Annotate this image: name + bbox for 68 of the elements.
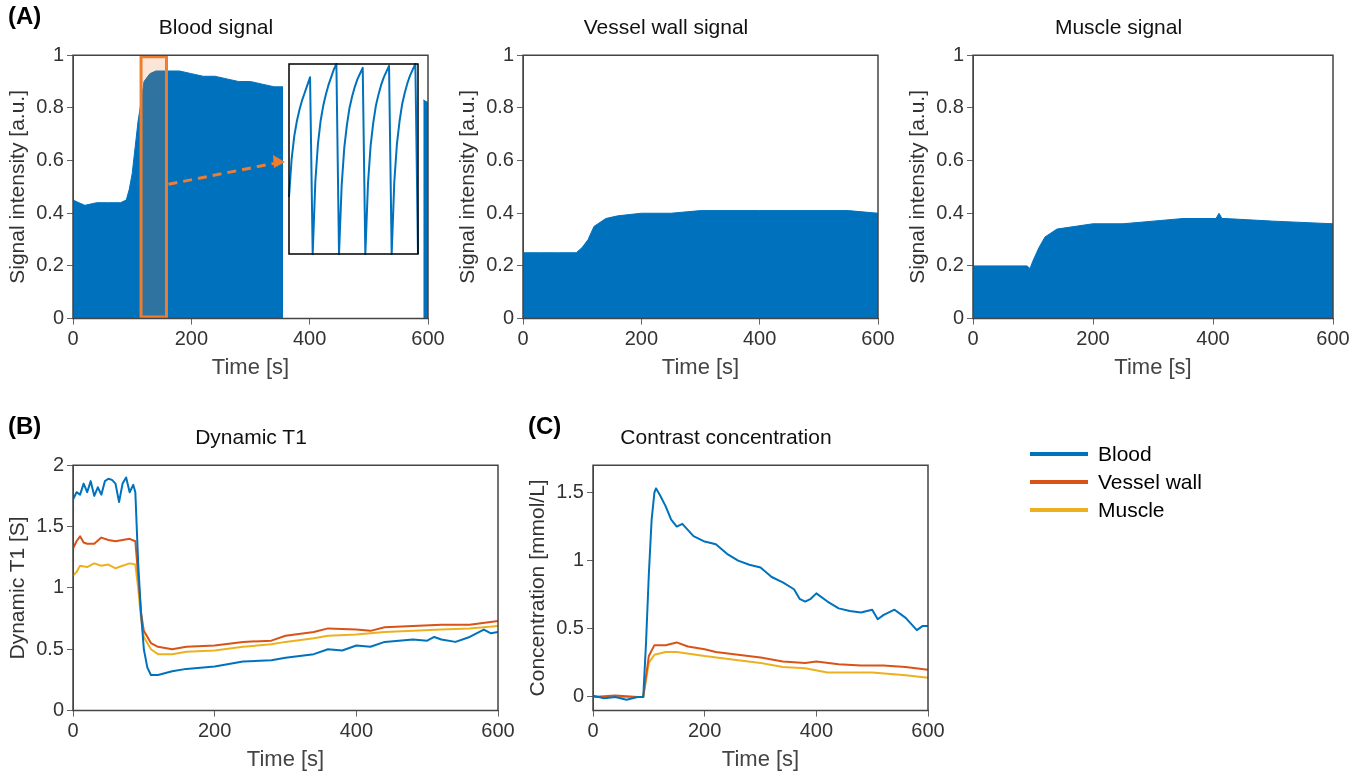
x-tick-label: 400 xyxy=(742,327,777,350)
x-tick-label: 200 xyxy=(174,327,209,350)
chart-title: Contrast concentration xyxy=(620,425,832,449)
chart-title: Blood signal xyxy=(158,15,274,39)
x-tick-label: 200 xyxy=(197,719,232,742)
y-tick-label: 0.4 xyxy=(936,200,964,223)
x-tick-label: 600 xyxy=(861,327,895,350)
text: (C) xyxy=(528,412,562,440)
chart-title: Vessel wall signal xyxy=(583,15,749,39)
x-tick-label: 600 xyxy=(481,719,515,742)
y-tick-label: 2 xyxy=(52,452,64,475)
y-axis-title: Concentration [mmol/L] xyxy=(525,479,549,697)
y-tick-label: 0.5 xyxy=(36,636,64,659)
x-tick-label: 400 xyxy=(799,719,834,742)
text: (B) xyxy=(8,412,42,440)
y-tick-label: 0 xyxy=(52,698,64,721)
x-tick-label: 600 xyxy=(911,719,945,742)
x-tick-label: 200 xyxy=(1076,327,1110,350)
y-tick-label: 0.6 xyxy=(486,148,514,171)
y-tick-label: 0.6 xyxy=(36,148,64,171)
y-tick-label: 0 xyxy=(572,684,584,707)
x-tick-label: 400 xyxy=(339,719,374,742)
x-tick-label: 0 xyxy=(67,327,79,350)
text: (A) xyxy=(8,2,42,30)
y-axis-title: Signal intensity [a.u.] xyxy=(905,90,929,284)
y-tick-label: 1 xyxy=(952,42,964,65)
y-axis-title: Signal intensity [a.u.] xyxy=(455,90,479,284)
y-tick-label: 0 xyxy=(52,306,64,329)
y-axis-title: Signal intensity [a.u.] xyxy=(5,90,29,284)
chart-title: Muscle signal xyxy=(1054,15,1183,39)
x-axis-title: Time [s] xyxy=(721,745,800,771)
x-axis-title: Time [s] xyxy=(1114,353,1192,379)
x-tick-label: 0 xyxy=(67,719,79,742)
chart-title: Dynamic T1 xyxy=(195,425,307,449)
y-tick-label: 0 xyxy=(952,306,964,329)
x-tick-label: 400 xyxy=(1196,327,1230,350)
y-tick-label: 0.2 xyxy=(36,253,64,276)
x-tick-label: 400 xyxy=(292,327,327,350)
x-tick-label: 600 xyxy=(411,327,445,350)
legend-label: Muscle xyxy=(1098,498,1165,522)
y-tick-label: 0.8 xyxy=(36,95,64,118)
x-axis-title: Time [s] xyxy=(211,353,290,379)
legend-label: Blood xyxy=(1098,442,1152,466)
x-tick-label: 200 xyxy=(624,327,659,350)
y-tick-label: 0.4 xyxy=(36,200,64,223)
x-tick-label: 0 xyxy=(517,327,529,350)
y-tick-label: 1 xyxy=(502,42,514,65)
x-axis-title: Time [s] xyxy=(246,745,325,771)
y-tick-label: 1.5 xyxy=(556,479,584,502)
y-tick-label: 0.4 xyxy=(486,200,514,223)
y-tick-label: 0.2 xyxy=(486,253,514,276)
x-tick-label: 0 xyxy=(587,719,599,742)
y-tick-label: 0 xyxy=(502,306,514,329)
y-tick-label: 0.2 xyxy=(936,253,964,276)
y-tick-label: 0.8 xyxy=(936,95,964,118)
legend-label: Vessel wall xyxy=(1098,470,1202,494)
y-tick-label: 1.5 xyxy=(36,514,64,537)
y-tick-label: 0.5 xyxy=(556,616,584,639)
y-tick-label: 1 xyxy=(572,548,584,571)
y-tick-label: 1 xyxy=(52,42,64,65)
y-axis-title: Dynamic T1 [S] xyxy=(5,516,29,660)
x-tick-label: 600 xyxy=(1316,327,1350,350)
x-tick-label: 200 xyxy=(687,719,722,742)
y-tick-label: 0.6 xyxy=(936,148,964,171)
y-tick-label: 0.8 xyxy=(486,95,514,118)
y-tick-label: 1 xyxy=(52,575,64,598)
x-axis-title: Time [s] xyxy=(661,353,740,379)
x-tick-label: 0 xyxy=(967,327,979,350)
